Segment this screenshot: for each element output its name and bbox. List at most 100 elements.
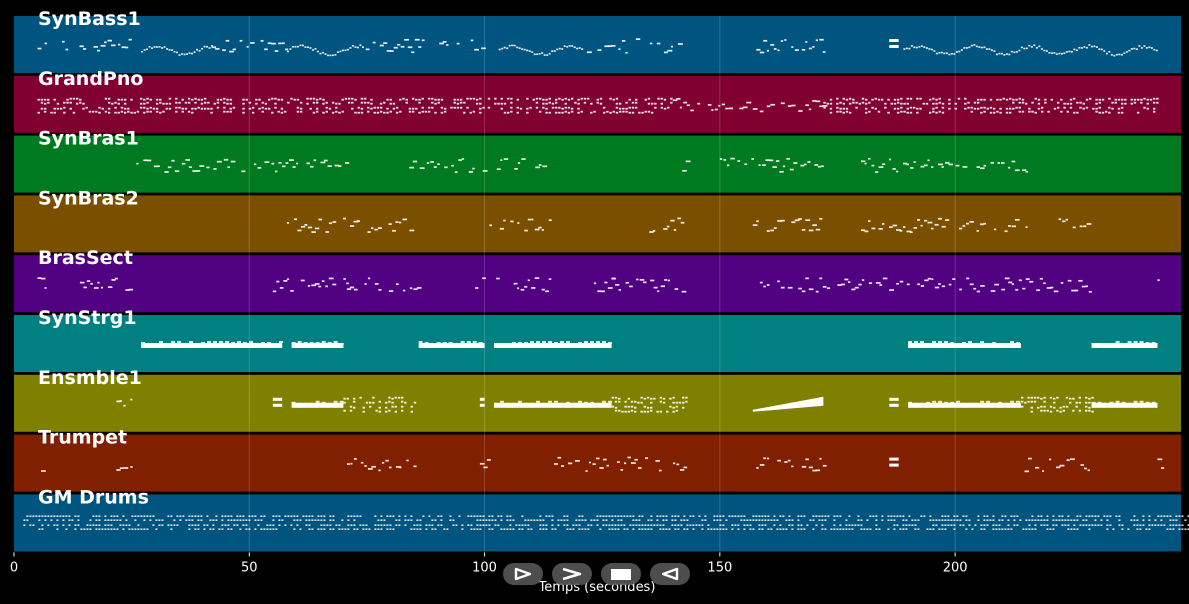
note-segment — [291, 400, 344, 408]
chevron-right-icon — [562, 567, 582, 581]
note-segment — [1091, 341, 1158, 348]
note-segment — [272, 397, 283, 407]
notes-layer — [23, 38, 1189, 530]
note-segment — [682, 160, 691, 172]
note-segment — [37, 38, 132, 52]
back-button[interactable] — [650, 563, 690, 585]
note-segment — [365, 38, 486, 54]
note-segment — [1157, 458, 1165, 469]
note-segment — [141, 341, 284, 348]
note-segment — [286, 217, 415, 233]
note-segment — [903, 44, 1158, 57]
note-segment — [756, 38, 826, 54]
note-segment — [37, 97, 485, 114]
note-segment — [889, 277, 1092, 293]
x-axis: 0 50 100 150 200 — [10, 552, 968, 575]
note-segment — [752, 100, 828, 113]
track-band-grandpno — [14, 75, 1181, 133]
note-segment — [889, 397, 899, 407]
note-segment — [826, 277, 888, 291]
note-segment — [418, 341, 485, 348]
note-segment — [343, 396, 417, 413]
note-segment — [23, 515, 1189, 530]
note-segment — [719, 157, 824, 173]
forward-button[interactable] — [552, 563, 592, 585]
note-segment — [493, 400, 612, 408]
track-name: GrandPno — [38, 68, 143, 90]
stop-button[interactable] — [601, 563, 641, 585]
triangle-left-icon — [661, 567, 679, 581]
note-segment — [908, 341, 1022, 348]
track-band-synbras2 — [14, 195, 1181, 253]
tracks-layer — [14, 16, 1181, 552]
track-name: GM Drums — [38, 486, 149, 508]
note-segment — [1058, 218, 1092, 229]
note-segment — [116, 466, 133, 471]
track-name: SynBras2 — [38, 187, 139, 209]
stop-icon — [611, 569, 631, 580]
note-segment — [861, 217, 1028, 234]
track-name: SynBras1 — [38, 128, 139, 150]
x-tick-label: 100 — [472, 560, 497, 575]
note-segment — [498, 44, 584, 56]
track-band-synbras1 — [14, 135, 1181, 193]
note-segment — [752, 217, 823, 232]
x-tick-label: 200 — [943, 560, 968, 575]
track-band-gm-drums — [14, 494, 1181, 552]
note-segment — [409, 158, 548, 173]
track-band-synbass1 — [14, 16, 1181, 73]
note-segment — [759, 277, 827, 293]
note-segment — [272, 277, 355, 293]
note-segment — [37, 277, 47, 289]
note-segment — [649, 217, 685, 233]
note-segment — [756, 457, 827, 472]
labels-layer: SynBass1 GrandPno SynBras1 SynBras2 BrasSect… — [38, 8, 149, 508]
note-segment — [1091, 400, 1158, 408]
note-segment — [553, 456, 688, 472]
play-button[interactable] — [503, 563, 543, 585]
track-name: Trumpet — [38, 427, 127, 449]
note-segment — [889, 39, 899, 48]
note-segment — [493, 341, 612, 348]
note-segment — [889, 457, 899, 467]
note-segment — [343, 277, 422, 292]
grid-layer — [248, 16, 956, 552]
note-segment — [291, 341, 344, 348]
note-segment — [41, 470, 46, 472]
note-segment — [346, 458, 417, 472]
play-outline-icon — [514, 567, 532, 581]
note-segment — [286, 44, 364, 57]
note-segment — [136, 158, 246, 173]
note-segment — [1024, 457, 1090, 473]
note-segment — [487, 97, 673, 114]
note-segment — [823, 97, 1159, 114]
note-segment — [489, 218, 552, 232]
note-segment — [752, 396, 824, 412]
note-segment — [116, 398, 133, 407]
x-tick-label: 50 — [241, 560, 258, 575]
track-band-brassect — [14, 255, 1181, 313]
x-tick-label: 0 — [10, 560, 18, 575]
track-band-trumpet — [14, 434, 1181, 492]
x-tick-label: 150 — [707, 560, 732, 575]
track-name: Ensmble1 — [38, 367, 142, 389]
note-segment — [611, 277, 687, 293]
note-segment — [861, 157, 1029, 174]
note-segment — [211, 39, 289, 53]
note-segment — [141, 45, 214, 56]
note-segment — [79, 277, 134, 291]
playback-controls — [503, 563, 690, 585]
note-segment — [611, 396, 688, 413]
track-name: SynStrg1 — [38, 307, 137, 329]
note-segment — [672, 97, 752, 112]
note-segment — [479, 397, 485, 407]
note-segment — [253, 159, 350, 173]
note-segment — [479, 459, 491, 469]
note-segment — [475, 277, 552, 293]
note-segment — [586, 38, 683, 54]
note-segment — [908, 400, 1022, 408]
track-name: SynBass1 — [38, 8, 141, 30]
note-segment — [1157, 279, 1160, 281]
track-name: BrasSect — [38, 247, 133, 269]
